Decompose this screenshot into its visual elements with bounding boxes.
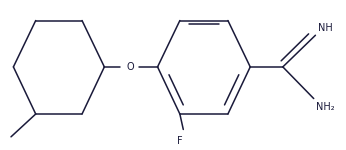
Text: O: O [126,62,134,72]
Text: NH₂: NH₂ [317,102,335,112]
Text: F: F [177,136,183,146]
Text: NH: NH [318,23,333,33]
